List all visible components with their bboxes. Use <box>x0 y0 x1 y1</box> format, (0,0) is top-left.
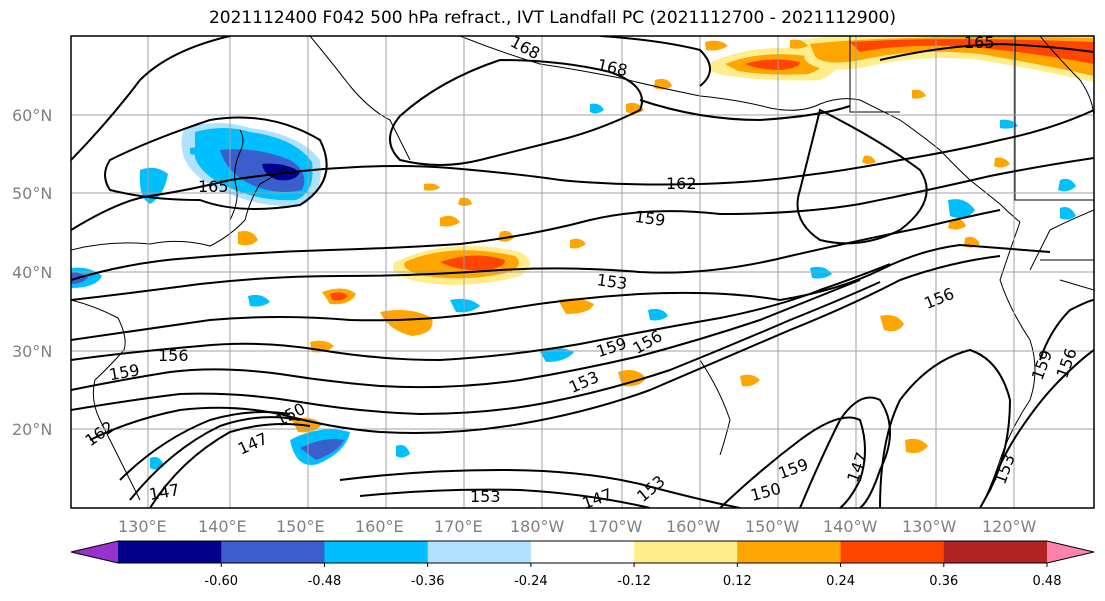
colorbar-segment <box>634 541 738 563</box>
colorbar-segment <box>427 541 532 563</box>
contour-label: 153 <box>596 270 629 293</box>
contour-label: 165 <box>198 177 229 196</box>
contour-label: 156 <box>158 346 189 365</box>
lon-label: 150°W <box>745 517 800 536</box>
colorbar-segment <box>840 541 945 563</box>
lat-label-30n: 30°N <box>12 342 52 361</box>
colorbar-tick-label: 0.36 <box>929 574 958 589</box>
lat-label-40n: 40°N <box>12 263 52 282</box>
lon-label: 130°W <box>902 517 957 536</box>
lat-label-60n: 60°N <box>12 106 52 125</box>
contour-label: 159 <box>634 207 667 230</box>
colorbar-tick-label: -0.12 <box>617 574 651 589</box>
colorbar-segment <box>118 541 222 563</box>
colorbar-tick-label: -0.60 <box>204 574 238 589</box>
lon-label: 170°E <box>434 517 483 536</box>
coastlines <box>71 36 1094 508</box>
contour-label: 153 <box>470 487 501 506</box>
colorbar-extend-max <box>1047 541 1094 563</box>
lat-label-20n: 20°N <box>12 420 52 439</box>
lon-label: 180°W <box>510 517 565 536</box>
longitude-labels: 130°E 140°E 150°E 160°E 170°E 180°W 170°… <box>118 517 1037 536</box>
colorbar-tick-label: 0.24 <box>826 574 855 589</box>
colorbar-outline <box>70 540 1095 564</box>
lon-label: 170°W <box>588 517 643 536</box>
map-content: 168 168 165 165 162 159 156 153 159 156 … <box>71 33 1094 508</box>
colorbar-segment <box>221 541 325 563</box>
lon-label: 160°W <box>666 517 721 536</box>
colorbar-segment <box>530 541 635 563</box>
colorbar-tick-label: 0.12 <box>723 574 752 589</box>
colorbar-segment <box>737 541 842 563</box>
latitude-labels: 60°N 50°N 40°N 30°N 20°N <box>12 106 52 439</box>
colorbar-tick-label: -0.36 <box>411 574 445 589</box>
lon-label: 150°E <box>276 517 325 536</box>
colorbar-segment <box>324 541 429 563</box>
lon-label: 140°E <box>198 517 247 536</box>
contour-label: 162 <box>666 174 697 193</box>
chart-title: 2021112400 F042 500 hPa refract., IVT La… <box>208 8 896 28</box>
colorbar-extend-min <box>71 541 118 563</box>
colorbar-tick-label: 0.48 <box>1033 574 1062 589</box>
colorbar-tick-label: -0.24 <box>514 574 548 589</box>
lat-label-50n: 50°N <box>12 184 52 203</box>
map-frame <box>70 35 1095 509</box>
lon-label: 160°E <box>355 517 404 536</box>
colorbar: -0.60 -0.48 -0.36 -0.24 -0.12 0.12 0.24 0.36 0.4… <box>70 540 1095 589</box>
colorbar-segment <box>943 541 1048 563</box>
lon-label: 120°W <box>982 517 1037 536</box>
refractivity-contours <box>71 36 1094 508</box>
lon-label: 140°W <box>823 517 878 536</box>
lon-label: 130°E <box>118 517 167 536</box>
contour-label: 165 <box>964 33 995 52</box>
colorbar-tick-label: -0.48 <box>308 574 342 589</box>
